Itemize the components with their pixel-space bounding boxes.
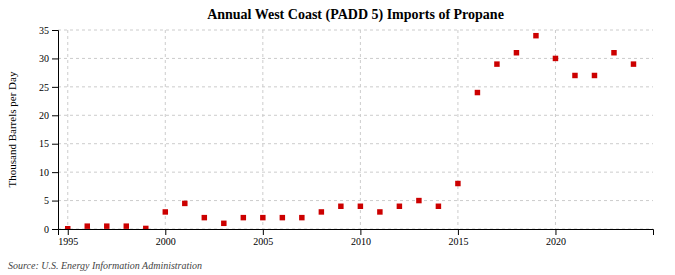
point [221, 221, 226, 226]
x-tick: 2010 [351, 229, 371, 247]
point [377, 209, 382, 214]
y-tick: 5 [44, 195, 58, 206]
point [85, 223, 90, 228]
point [260, 215, 265, 220]
y-tick-label: 20 [39, 110, 49, 121]
x-tick: 2000 [156, 229, 176, 247]
x-tick-mark [458, 229, 459, 235]
grid-line [58, 172, 653, 173]
point [553, 56, 558, 61]
y-tick-mark [52, 144, 58, 145]
grid [58, 30, 653, 229]
point [163, 209, 168, 214]
x-tick-mark [165, 229, 166, 235]
x-tick-mark [555, 229, 556, 235]
grid-line [58, 115, 653, 116]
y-tick-mark [52, 30, 58, 31]
x-tick-label: 2010 [351, 236, 371, 247]
point [416, 198, 421, 203]
point [299, 215, 304, 220]
x-axis: 1995 2000 2005 2010 2015 2020 [58, 229, 653, 247]
y-tick: 30 [39, 53, 58, 64]
y-tick: 15 [39, 138, 58, 149]
x-tick: 1995 [58, 229, 78, 247]
x-tick-label: 2020 [546, 236, 566, 247]
x-axis-line [59, 230, 654, 236]
point [65, 226, 70, 229]
grid-line [67, 30, 68, 229]
y-tick-label: 30 [39, 53, 49, 64]
point [143, 226, 148, 229]
x-tick-label: 1995 [58, 236, 78, 247]
chart: 1995 2000 2005 2010 2015 2020 0 5 10 15 20 25 30 35 An… [0, 0, 675, 275]
y-tick-mark [52, 229, 58, 230]
grid-line [58, 58, 653, 59]
point [533, 33, 538, 38]
point [104, 223, 109, 228]
grid-line [58, 200, 653, 201]
points [65, 33, 636, 229]
x-tick-mark [360, 229, 361, 235]
point [611, 50, 616, 55]
y-tick-mark [52, 115, 58, 116]
point [455, 181, 460, 186]
y-tick-label: 5 [44, 195, 49, 206]
grid-line [360, 30, 361, 229]
x-tick: 2015 [448, 229, 468, 247]
y-axis-title: Thousand Barrels per Day [6, 71, 18, 187]
x-tick: 2020 [546, 229, 566, 247]
y-tick: 10 [39, 167, 58, 178]
y-tick-label: 15 [39, 138, 49, 149]
y-tick: 25 [39, 82, 58, 93]
point [319, 209, 324, 214]
y-tick-mark [52, 201, 58, 202]
x-tick: 2005 [253, 229, 273, 247]
point [494, 61, 499, 66]
grid-line [262, 30, 263, 229]
y-tick-mark [52, 87, 58, 88]
point [182, 201, 187, 206]
y-tick-mark [52, 58, 58, 59]
point [475, 90, 480, 95]
point [631, 61, 636, 66]
x-tick-mark [68, 229, 69, 235]
y-tick-label: 25 [39, 82, 49, 93]
grid-line [58, 86, 653, 87]
y-tick: 0 [44, 224, 58, 235]
y-axis: 0 5 10 15 20 25 30 35 [39, 25, 59, 235]
point [124, 223, 129, 228]
point [358, 204, 363, 209]
y-tick-label: 10 [39, 167, 49, 178]
y-tick-mark [52, 172, 58, 173]
plot: 1995 2000 2005 2010 2015 2020 0 5 10 15 20 25 30 35 [39, 25, 654, 247]
y-tick: 20 [39, 110, 58, 121]
title: Annual West Coast (PADD 5) Imports of Pr… [207, 7, 504, 23]
x-tick-label: 2000 [156, 236, 176, 247]
point [397, 204, 402, 209]
point [280, 215, 285, 220]
x-tick-mark [263, 229, 264, 235]
point [592, 73, 597, 78]
grid-line [165, 30, 166, 229]
point [202, 215, 207, 220]
y-tick-label: 0 [44, 224, 49, 235]
x-tick-label: 2005 [253, 236, 273, 247]
grid-line [58, 30, 653, 31]
y-axis-line [52, 31, 59, 230]
annotation: Source: U.S. Energy Information Administ… [8, 260, 202, 271]
grid-line [58, 143, 653, 144]
point [514, 50, 519, 55]
point [572, 73, 577, 78]
x-tick-label: 2015 [448, 236, 468, 247]
point [338, 204, 343, 209]
point [241, 215, 246, 220]
y-tick: 35 [39, 25, 58, 36]
grid-line [457, 30, 458, 229]
point [436, 204, 441, 209]
y-tick-label: 35 [39, 25, 49, 36]
